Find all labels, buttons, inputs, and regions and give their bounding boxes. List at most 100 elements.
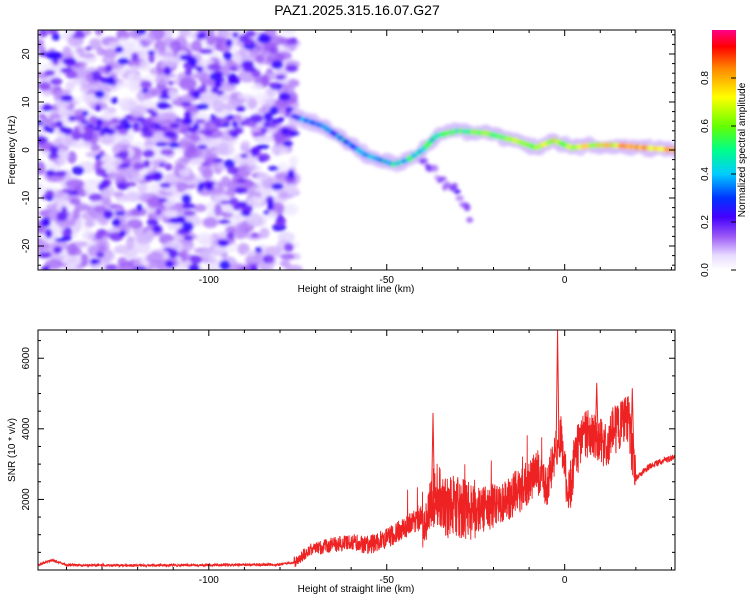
heatmap-blob [38, 251, 52, 259]
heatmap-blob [201, 168, 213, 180]
heatmap-blob [255, 246, 263, 253]
heatmap-blob [94, 90, 105, 99]
heatmap-blob [128, 116, 136, 122]
heatmap-blob [136, 234, 152, 245]
heatmap-blob [250, 83, 263, 91]
heatmap-blob [62, 255, 82, 267]
heatmap-blob [276, 214, 285, 223]
heatmap-blob [195, 65, 204, 73]
heatmap-blob [254, 54, 265, 64]
heatmap-blob [200, 83, 207, 93]
heatmap-blob [187, 56, 198, 66]
heatmap-blob [95, 167, 107, 177]
heatmap-blob [69, 198, 82, 206]
heatmap-blob [140, 80, 152, 89]
heatmap-blob [50, 163, 61, 172]
heatmap-blob [165, 260, 175, 268]
heatmap-blob [114, 211, 126, 216]
heatmap-blob [96, 251, 105, 259]
heatmap-blob [65, 179, 85, 189]
heatmap-blob [183, 147, 203, 159]
heatmap-blob [169, 123, 180, 129]
heatmap-blob [271, 132, 287, 143]
heatmap-blob [152, 225, 163, 233]
x-tick-label: -50 [380, 575, 395, 586]
heatmap-blob [65, 80, 76, 91]
heatmap-blob [110, 118, 120, 124]
heatmap-blob [38, 161, 46, 176]
heatmap-blob [148, 53, 155, 64]
heatmap-blob [227, 166, 239, 175]
heatmap-blob [50, 77, 63, 86]
y-tick-label: 6000 [21, 347, 32, 370]
heatmap-blob [49, 112, 61, 121]
heatmap-blob [85, 185, 97, 196]
heatmap-blob [197, 182, 204, 192]
heatmap-blob [117, 132, 134, 145]
heatmap-blob [131, 52, 139, 62]
heatmap-blob [140, 100, 158, 108]
heatmap-blob [192, 123, 200, 131]
heatmap-blob [197, 144, 208, 150]
heatmap-blob [56, 153, 68, 166]
heatmap-blob [146, 219, 159, 226]
heatmap-blob [47, 153, 60, 159]
heatmap-blob [214, 79, 223, 89]
heatmap-blob [280, 30, 296, 36]
heatmap-blob [200, 249, 219, 258]
snr-panel: -100 -50 0 2000 4000 6000 Height of straight… [7, 329, 676, 595]
heatmap-blob [240, 204, 253, 213]
heatmap-blob [269, 47, 279, 54]
heatmap-blob [72, 208, 81, 220]
heatmap-blob [123, 191, 143, 202]
heatmap-blob [195, 118, 206, 124]
heatmap-blob [38, 45, 46, 53]
colorbar-tick-label: 0.6 [700, 119, 711, 133]
heatmap-blob [42, 221, 52, 226]
heatmap-blob [132, 241, 151, 254]
heatmap-blob [123, 122, 132, 131]
spectrogram-x-label: Height of straight line (km) [298, 284, 415, 295]
heatmap-blob [117, 150, 129, 159]
colorbar-tick-label: 0.4 [700, 167, 711, 181]
heatmap-blob [170, 40, 182, 52]
heatmap-blob [225, 38, 233, 47]
heatmap-blob [198, 93, 219, 101]
heatmap-blob [224, 102, 237, 111]
heatmap-blob [65, 70, 78, 79]
heatmap-blob [128, 65, 141, 73]
heatmap-blob [75, 47, 85, 54]
heatmap-blob [71, 130, 81, 141]
heatmap-blob [463, 203, 471, 212]
heatmap-blob [82, 110, 89, 117]
heatmap-blob [289, 155, 298, 168]
heatmap-blob [178, 156, 188, 164]
spectrogram-y-axis: -20 -10 0 10 20 [21, 34, 675, 266]
heatmap-blob [167, 80, 175, 86]
heatmap-blob [122, 49, 134, 56]
heatmap-blob [67, 151, 77, 164]
heatmap-blob [271, 183, 284, 190]
heatmap-blob [455, 195, 464, 202]
heatmap-blob [104, 80, 117, 85]
heatmap-blob [38, 135, 47, 145]
snr-x-axis: -100 -50 0 [65, 330, 672, 586]
snr-plot-area [38, 330, 675, 570]
heatmap-blob [188, 263, 200, 270]
heatmap-blob [158, 95, 171, 100]
heatmap-blob [113, 191, 125, 198]
heatmap-blob [98, 244, 107, 252]
heatmap-blob [44, 228, 53, 239]
heatmap-blob [55, 120, 64, 128]
heatmap-blob [266, 35, 287, 45]
heatmap-blob [283, 243, 294, 252]
heatmap-blob [191, 39, 203, 52]
spectrogram-y-label: Frequency (Hz) [7, 116, 18, 185]
heatmap-blob [263, 112, 273, 122]
heatmap-blob [168, 141, 180, 149]
heatmap-blob [201, 161, 211, 167]
heatmap-blob [139, 60, 151, 72]
heatmap-blob [46, 127, 55, 134]
heatmap-blob [212, 100, 226, 113]
